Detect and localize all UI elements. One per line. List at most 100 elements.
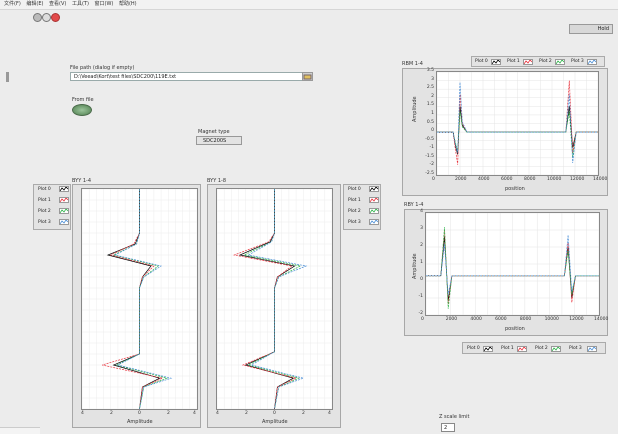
- from-file-led-button[interactable]: [72, 104, 92, 116]
- legend-swatch[interactable]: [59, 208, 69, 214]
- legend-item: Plot 3: [571, 59, 584, 64]
- byy18-legend: Plot 0 Plot 1 Plot 2 Plot 3: [343, 184, 381, 230]
- rbm14-plot-area[interactable]: [436, 71, 599, 176]
- from-file-label: From file: [72, 97, 94, 103]
- legend-line-icon: [369, 208, 379, 214]
- z-scale-input[interactable]: 2: [441, 423, 455, 432]
- chart-title-byy18: BYY 1-8: [207, 178, 227, 184]
- byy14-xtick: 4: [81, 411, 84, 416]
- x-tick-label: 10000: [544, 317, 559, 322]
- rby14-xlabel: position: [505, 326, 525, 332]
- y-tick-label: 2: [420, 243, 423, 248]
- menu-file[interactable]: 文件(F): [4, 1, 21, 7]
- legend-swatch[interactable]: [587, 59, 597, 65]
- y-tick-label: -1: [418, 294, 424, 299]
- y-tick-label: 1.5: [426, 102, 434, 108]
- byy14-xtick: 2: [167, 411, 170, 416]
- y-tick-label: -0.5: [425, 136, 434, 142]
- series-line-plot-3: [437, 82, 598, 164]
- legend-line-icon: [59, 208, 69, 214]
- byy18-xtick: 4: [328, 411, 331, 416]
- y-tick-label: -2.5: [425, 171, 434, 176]
- run-arrow-icon[interactable]: [33, 13, 42, 22]
- rbm14-ylabel: Amplitude: [412, 96, 418, 122]
- legend-swatch[interactable]: [59, 197, 69, 203]
- left-scroll-marker: [6, 72, 9, 82]
- legend-swatch[interactable]: [523, 59, 533, 65]
- x-tick-label: 0: [432, 177, 435, 182]
- legend-item: Plot 1: [348, 198, 361, 203]
- legend-line-icon: [369, 197, 379, 203]
- series-line-plot-1: [233, 189, 298, 409]
- y-tick-label: 4: [420, 209, 423, 214]
- menu-tools[interactable]: 工具(T): [71, 1, 89, 7]
- byy18-svg: [217, 189, 332, 409]
- legend-swatch[interactable]: [59, 219, 69, 225]
- byy14-xticks: 4 2 0 2 4: [81, 411, 198, 417]
- legend-line-icon: [555, 59, 565, 65]
- browse-folder-icon[interactable]: [302, 72, 313, 81]
- menu-view[interactable]: 查看(V): [49, 1, 67, 7]
- legend-swatch[interactable]: [587, 346, 597, 352]
- legend-line-icon: [369, 219, 379, 225]
- legend-line-icon: [551, 346, 561, 352]
- rbm14-yticks: 3.5 3 2.5 2 1.5 1 0.5 0 -0.5 -1 -1.5 -2 -2.5: [410, 68, 434, 176]
- chart-title-rby14: RBY 1-4: [404, 202, 424, 208]
- legend-swatch[interactable]: [369, 186, 379, 192]
- byy18-plot-area[interactable]: [216, 188, 333, 410]
- x-tick-label: 12000: [569, 317, 584, 322]
- y-tick-label: 3: [420, 226, 423, 231]
- legend-line-icon: [523, 59, 533, 65]
- rby14-ylabel: Amplitude: [412, 253, 418, 279]
- legend-line-icon: [59, 197, 69, 203]
- magnet-type-label: Magnet type: [198, 129, 230, 135]
- byy14-xtick: 4: [193, 411, 196, 416]
- legend-swatch[interactable]: [369, 197, 379, 203]
- y-tick-label: 3.5: [426, 68, 434, 73]
- legend-swatch[interactable]: [517, 346, 527, 352]
- y-tick-label: 0.5: [426, 119, 434, 125]
- byy14-svg: [82, 189, 197, 409]
- x-tick-label: 14000: [593, 177, 608, 182]
- x-tick-label: 2000: [455, 177, 467, 182]
- byy18-xtick: 2: [245, 411, 248, 416]
- byy14-xlabel: Amplitude: [127, 419, 153, 425]
- x-tick-label: 6000: [495, 317, 507, 322]
- x-tick-label: 8000: [519, 317, 532, 322]
- legend-swatch[interactable]: [551, 346, 561, 352]
- y-tick-label: 0: [431, 128, 434, 134]
- y-tick-label: -1.5: [425, 153, 434, 159]
- magnet-type-select[interactable]: SDC200S: [196, 136, 242, 145]
- legend-swatch[interactable]: [369, 219, 379, 225]
- legend-swatch[interactable]: [369, 208, 379, 214]
- run-continuous-icon[interactable]: [42, 13, 51, 22]
- rby14-svg: [426, 213, 599, 315]
- rbm14-xticks: 0 2000 4000 6000 8000 10000 12000 14000: [432, 177, 608, 183]
- x-tick-label: 12000: [570, 177, 585, 182]
- rby14-plot-area[interactable]: [425, 212, 600, 316]
- menu-help[interactable]: 帮助(H): [118, 1, 137, 7]
- hold-toggle[interactable]: Hold: [569, 24, 613, 34]
- legend-swatch[interactable]: [483, 346, 493, 352]
- y-tick-label: 1: [420, 260, 423, 265]
- y-tick-label: 1: [431, 110, 434, 116]
- series-line-plot-3: [426, 234, 599, 295]
- legend-swatch[interactable]: [59, 186, 69, 192]
- legend-swatch[interactable]: [555, 59, 565, 65]
- series-line-plot-3: [247, 189, 308, 409]
- legend-item: Plot 1: [501, 346, 514, 351]
- legend-swatch[interactable]: [491, 59, 501, 65]
- x-tick-label: 0: [421, 317, 424, 322]
- chart-title-byy14: BYY 1-4: [72, 178, 92, 184]
- byy14-legend: Plot 0 Plot 1 Plot 2 Plot 3: [33, 184, 71, 230]
- byy18-xtick: 2: [302, 411, 305, 416]
- abort-stop-icon[interactable]: [51, 13, 60, 22]
- menu-edit[interactable]: 编辑(E): [26, 1, 44, 7]
- byy14-plot-area[interactable]: [81, 188, 198, 410]
- byy18-xtick: 0: [273, 411, 276, 416]
- y-tick-label: 2.5: [426, 85, 434, 91]
- byy18-xlabel: Amplitude: [262, 419, 288, 425]
- file-path-input[interactable]: D:\Veead\Kort\test files\SDC200\119E.txt: [70, 72, 310, 81]
- rbm14-legend: Plot 0 Plot 1 Plot 2 Plot 3: [471, 56, 605, 67]
- menu-window[interactable]: 窗口(W): [94, 1, 114, 7]
